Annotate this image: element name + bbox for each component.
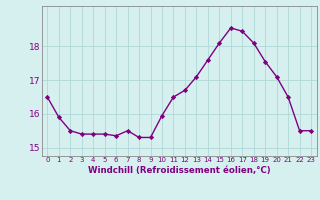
X-axis label: Windchill (Refroidissement éolien,°C): Windchill (Refroidissement éolien,°C) [88, 166, 270, 175]
